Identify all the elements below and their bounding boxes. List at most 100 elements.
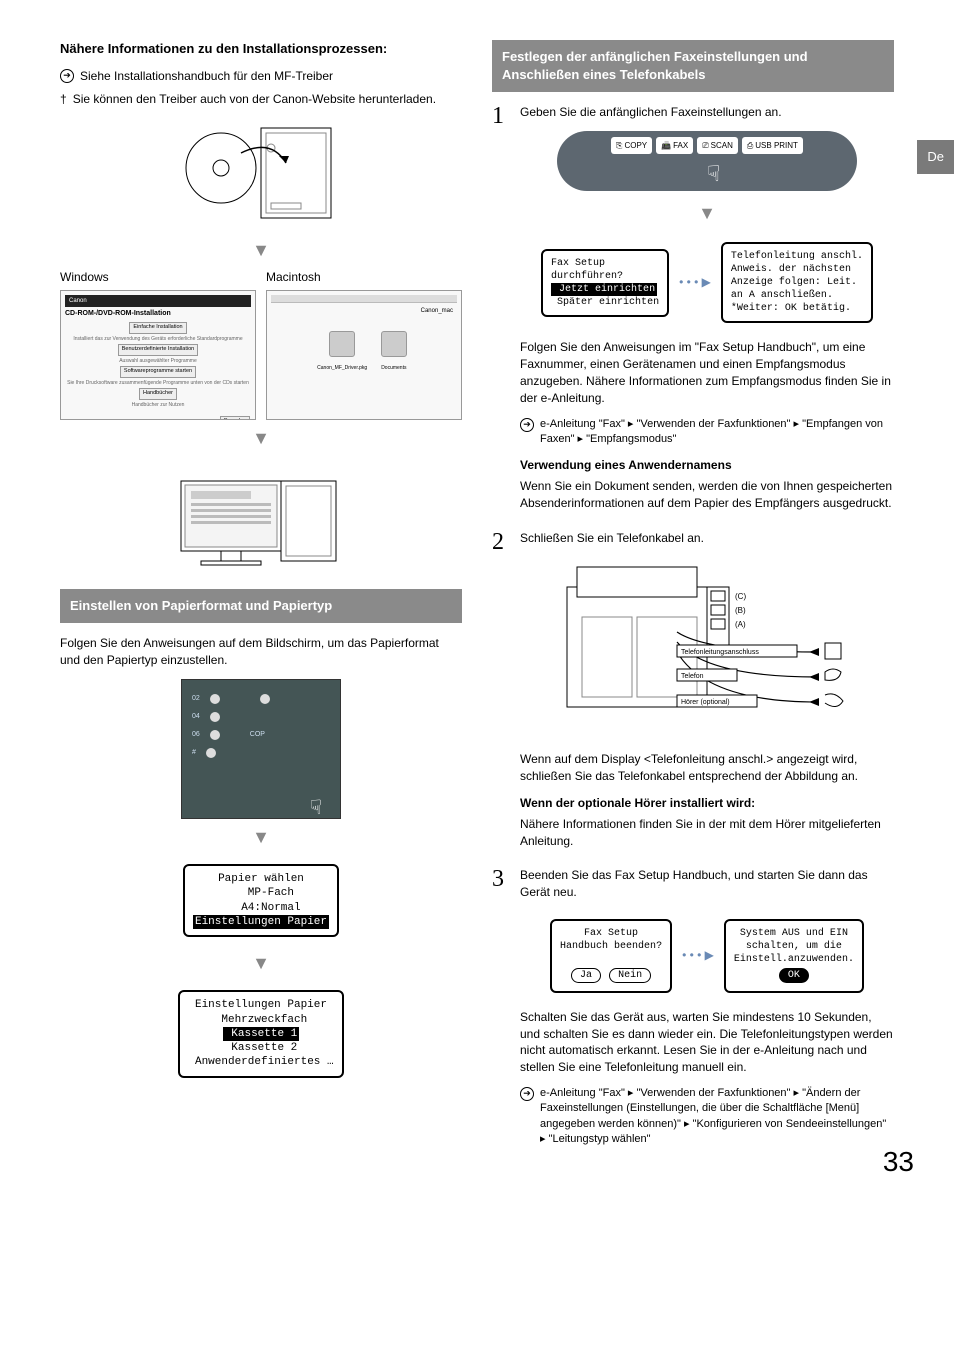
lcd-btn-ok: OK [779, 968, 809, 983]
desktop-installer-illustration [60, 461, 462, 571]
install-info-heading: Nähere Informationen zu den Installation… [60, 40, 462, 58]
mac-pkg-icon [329, 331, 355, 357]
step-2: 2 Schließen Sie ein Telefonkabel an. (C)… [492, 530, 894, 860]
svg-text:(A): (A) [735, 620, 746, 629]
ref-manual: ➔ Siehe Installationshandbuch für den MF… [60, 68, 462, 85]
step3-text: Beenden Sie das Fax Setup Handbuch, und … [520, 867, 894, 901]
lcd-paper-settings: Einstellungen Papier Mehrzweckfach Kasse… [178, 990, 343, 1077]
lcd-line: Telefonleitung anschl. [731, 251, 863, 262]
lcd-line: Anweis. der nächsten [731, 264, 851, 275]
lcd-line: A4:Normal [221, 902, 300, 914]
lcd-line: MP-Fach [228, 887, 294, 899]
paper-settings-text: Folgen Sie den Anweisungen auf dem Bilds… [60, 635, 462, 669]
windows-installer-screenshot: Canon CD-ROM-/DVD-ROM-Installation Einfa… [60, 290, 256, 420]
svg-text:(C): (C) [735, 592, 746, 601]
lcd-line: Mehrzweckfach [215, 1014, 307, 1026]
lcd-line-selected: Kassette 1 [223, 1027, 300, 1041]
step3-ref: ➔ e-Anleitung "Fax" ▸ "Verwenden der Fax… [520, 1086, 894, 1148]
ref-icon: ➔ [60, 69, 74, 83]
pointer-hand-icon: ☟ [310, 794, 322, 822]
lcd-restart-prompt: System AUS und EIN schalten, um die Eins… [724, 919, 864, 993]
panel-02: 02 [192, 694, 200, 704]
ref-icon: ➔ [520, 418, 534, 432]
win-btn-exit: Beenden [220, 416, 250, 420]
mac-pkg-label: Canon_MF_Driver.pkg [317, 365, 367, 372]
ref-download: † Sie können den Treiber auch von der Ca… [60, 91, 462, 108]
step-number-3: 3 [492, 867, 512, 1153]
os-mac-label: Macintosh [266, 269, 462, 286]
ref-manual-text: Siehe Installationshandbuch für den MF-T… [80, 68, 333, 85]
lcd-line: Einstellungen Papier [195, 999, 327, 1011]
win-note3: Sie Ihre Drucksoftware zusammenfügende P… [67, 380, 249, 386]
lcd-line: Einstell.anzuwenden. [734, 954, 854, 965]
panel-04: 04 [192, 712, 200, 722]
arrow-down-icon: ▼ [520, 201, 894, 226]
mac-window-title: Canon_mac [271, 307, 457, 315]
lcd-line: durchführen? [551, 271, 623, 282]
brand-label: Canon [69, 298, 87, 304]
lcd-line-selected: Jetzt einrichten [551, 283, 657, 296]
lcd-line-selected: Einstellungen Papier [193, 915, 329, 929]
step2-p1: Wenn auf dem Display <Telefonleitung ans… [520, 751, 894, 785]
dagger-icon: † [60, 91, 67, 108]
svg-text:Telefon: Telefon [681, 673, 704, 680]
dots-arrow-icon: • • • ▶ [679, 274, 711, 291]
arrow-down-icon: ▼ [60, 426, 462, 451]
step1-ref: ➔ e-Anleitung "Fax" ▸ "Verwenden der Fax… [520, 417, 894, 448]
win-btn-manuals: Handbücher [139, 388, 177, 400]
page-number: 33 [883, 1142, 914, 1181]
step3-ref-text: e-Anleitung "Fax" ▸ "Verwenden der Faxfu… [540, 1086, 894, 1148]
os-windows-label: Windows [60, 269, 256, 286]
lcd-line: Papier wählen [218, 873, 304, 885]
lcd-paper-select: Papier wählen MP-Fach A4:Normal Einstell… [183, 864, 339, 937]
arrow-down-icon: ▼ [60, 825, 462, 850]
printer-control-panel-illustration: 02 04 06 COP # ☟ [181, 679, 341, 819]
step1-sub-heading: Verwendung eines Anwendernamens [520, 457, 894, 474]
section-paper-settings: Einstellen von Papierformat und Papierty… [60, 589, 462, 623]
lcd-finish-prompt: Fax Setup Handbuch beenden? JaNein [550, 919, 672, 993]
step2-sub-text: Nähere Informationen finden Sie in der m… [520, 816, 894, 850]
step-1: 1 Geben Sie die anfänglichen Faxeinstell… [492, 104, 894, 521]
lcd-line: schalten, um die [746, 941, 842, 952]
lcd-connect-line: Telefonleitung anschl. Anweis. der nächs… [721, 242, 873, 323]
win-btn-easy: Einfache Installation [129, 322, 186, 334]
step2-sub-heading: Wenn der optionale Hörer installiert wir… [520, 795, 894, 812]
win-note4: Handbücher zur Nutzen [132, 402, 185, 408]
step1-sub-text: Wenn Sie ein Dokument senden, werden die… [520, 478, 894, 512]
step1-ref-text: e-Anleitung "Fax" ▸ "Verwenden der Faxfu… [540, 417, 894, 448]
svg-text:(B): (B) [735, 606, 746, 615]
left-column: Nähere Informationen zu den Installation… [60, 40, 462, 1162]
step-number-2: 2 [492, 530, 512, 860]
mac-folder-label: Documents [377, 365, 411, 372]
lcd-line: Fax Setup [584, 928, 638, 939]
ref-icon: ➔ [520, 1087, 534, 1101]
panel-copy-button: ⎘ COPY [611, 137, 652, 154]
mac-folder-icon [381, 331, 407, 357]
pointer-hand-icon: ☟ [707, 159, 720, 190]
lcd-line: an A anschließen. [731, 290, 833, 301]
phone-connection-diagram: (C) (B) (A) Telefonleitungsanschluss Tel… [557, 557, 857, 742]
language-tab: De [917, 140, 954, 174]
step3-p1: Schalten Sie das Gerät aus, warten Sie m… [520, 1009, 894, 1076]
lcd-line: Fax Setup [551, 258, 605, 269]
section-fax-settings: Festlegen der anfänglichen Faxeinstellun… [492, 40, 894, 92]
panel-cop: COP [250, 730, 265, 740]
lcd-line: Handbuch beenden? [560, 941, 662, 952]
svg-text:Telefonleitungsanschluss: Telefonleitungsanschluss [681, 649, 759, 656]
lcd-btn-yes: Ja [571, 968, 601, 983]
panel-fax-button: 📠 FAX [656, 137, 693, 154]
lcd-line: System AUS und EIN [740, 928, 848, 939]
lcd-line: Anwenderdefiniertes … [188, 1056, 333, 1068]
lcd-line: Später einrichten [551, 297, 659, 308]
right-column: Festlegen der anfänglichen Faxeinstellun… [492, 40, 894, 1162]
step1-text: Geben Sie die anfänglichen Faxeinstellun… [520, 104, 894, 121]
step-number-1: 1 [492, 104, 512, 521]
cd-computer-illustration [60, 118, 462, 228]
step-3: 3 Beenden Sie das Fax Setup Handbuch, un… [492, 867, 894, 1153]
win-title: CD-ROM-/DVD-ROM-Installation [65, 309, 251, 319]
win-btn-custom: Benutzerdefinierte Installation [118, 344, 198, 356]
panel-usb-button: ⎙ USB PRINT [742, 137, 803, 154]
lcd-line: *Weiter: OK betätig. [731, 303, 851, 314]
dots-arrow-icon: • • • ▶ [682, 947, 714, 964]
panel-06: 06 [192, 730, 200, 740]
